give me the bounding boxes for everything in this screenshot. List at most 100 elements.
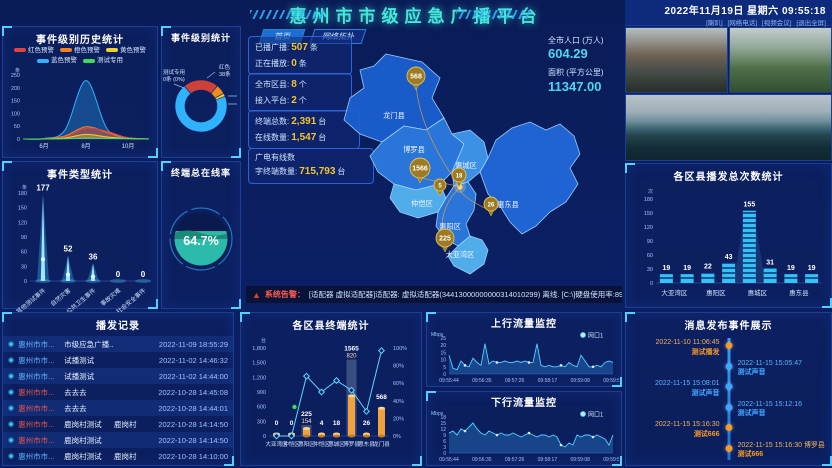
timeline-event-label: 测试播发 <box>691 348 720 356</box>
timeline-event-time: 2022-11-15 15:08:01 <box>655 380 720 387</box>
svg-text:19: 19 <box>808 265 816 272</box>
svg-text:仲恺区: 仲恺区 <box>411 199 433 208</box>
svg-text:0: 0 <box>275 420 279 427</box>
map-marker[interactable]: 225 <box>435 228 455 253</box>
downlink-traffic-chart: 0 3 6 9 12 15 18 Mbps 网口1 09:55:44 09:56:35 09:57:2… <box>427 409 621 468</box>
record-row[interactable]: ◉ 惠州市市... 鹿岗村测试 鹿岗村 2022-10-28 14:14:50 <box>3 416 233 432</box>
svg-text:18: 18 <box>333 420 341 427</box>
link-network-phone[interactable]: [网络电话] <box>727 20 758 27</box>
broadcast-counts-chart: 0 30 60 90 120 150 180 次 19 19 22 43 155 31 19 19 大亚湾区 惠阳… <box>626 183 831 311</box>
record-row[interactable]: ◉ 惠州市市... 去去去 2022-10-28 14:45:08 <box>3 384 233 400</box>
svg-text:09:58:17: 09:58:17 <box>538 378 558 384</box>
record-time: 2022-11-09 18:55:29 <box>158 339 228 349</box>
svg-text:条: 条 <box>15 67 20 74</box>
svg-text:177: 177 <box>36 183 50 192</box>
map-marker[interactable]: 568 <box>406 66 426 91</box>
alert-label: 系统告警： <box>264 290 305 299</box>
svg-text:0%: 0% <box>393 434 401 440</box>
record-source: 惠州市市... <box>18 355 55 365</box>
svg-text:红色: 红色 <box>219 63 231 71</box>
legend-marker <box>106 48 118 53</box>
svg-text:6月: 6月 <box>39 143 48 150</box>
svg-text:惠阳区: 惠阳区 <box>706 288 726 297</box>
record-source: 惠州市市... <box>18 403 55 413</box>
timeline-event: 2022-11-10 11:06:45 测试播发 <box>626 338 720 358</box>
svg-text:5: 5 <box>443 365 446 371</box>
svg-text:22: 22 <box>704 264 712 271</box>
message-timeline: 2022-11-10 11:06:45 测试播发 2022-11-15 15:05:… <box>626 334 831 466</box>
svg-text:5: 5 <box>438 183 442 189</box>
legend-label: 橙色预警 <box>74 47 100 54</box>
legend-item[interactable]: 红色预警 <box>14 46 54 56</box>
svg-text:52: 52 <box>64 245 73 254</box>
panel-title: 事件级别统计 <box>170 33 231 43</box>
record-content: 鹿岗村测试 <box>64 419 102 429</box>
panel-event-type: 事件类型统计 0 30 60 90 120 150 180 条 177 其他测试事件 52 自然灾害 3… <box>2 161 158 313</box>
panel-broadcast-counts: 各区县播发总次数统计 0 30 60 90 120 150 180 次 19 19 22 43 155 3… <box>625 163 832 308</box>
svg-text:31: 31 <box>766 260 774 267</box>
event-level-donut-chart: 测试专用 0条 (0%) 红色 38条 <box>162 44 240 156</box>
svg-text:300: 300 <box>257 419 266 425</box>
record-row[interactable]: ◉ 惠州市市... 市级应急广播... 2022-11-09 18:55:29 <box>3 336 233 352</box>
clock: 2022年11月19日 星期六 09:55:18 <box>664 6 826 17</box>
svg-text:09:59:59: 09:59:59 <box>603 457 619 463</box>
camera-feed-2[interactable] <box>729 27 832 93</box>
legend-marker <box>14 48 26 53</box>
stat-broadcast: 已播广播: 507 条 正在播放: 0 条 <box>248 36 352 75</box>
svg-text:3: 3 <box>443 445 446 451</box>
record-source: 惠州市市... <box>18 435 55 445</box>
link-video-conference[interactable]: [视频会议] <box>761 20 792 27</box>
record-source: 惠州市市... <box>18 451 55 461</box>
svg-text:其他测试事件: 其他测试事件 <box>15 286 48 313</box>
svg-text:0: 0 <box>24 279 27 285</box>
svg-text:9: 9 <box>443 433 446 439</box>
camera-feed-1[interactable] <box>625 27 728 93</box>
datetime-bar: 2022年11月19日 星期六 09:55:18 [喇叭] [网络电话] [视频… <box>625 0 832 27</box>
record-row[interactable]: ◉ 惠州市市... 鹿岗村测试 鹿岗村 2022-10-28 14:10:00 <box>3 448 233 464</box>
map-district[interactable] <box>447 235 489 275</box>
svg-text:1,200: 1,200 <box>252 375 266 381</box>
record-row[interactable]: ◉ 惠州市市... 去去去 2022-10-28 14:44:01 <box>3 400 233 416</box>
svg-text:80%: 80% <box>393 364 404 370</box>
record-row[interactable]: ◉ 惠州市市... 试播测试 2022-11-02 14:46:32 <box>3 352 233 368</box>
map-district[interactable] <box>479 121 581 235</box>
link-speaker[interactable]: [喇叭] <box>706 20 723 27</box>
map-marker[interactable]: 18 <box>451 167 467 188</box>
legend-item[interactable]: 蓝色预警 <box>37 56 77 66</box>
link-exit-fullscreen[interactable]: [退出全屏] <box>796 20 826 27</box>
legend-label: 黄色预警 <box>120 47 146 54</box>
legend-item[interactable]: 测试专用 <box>83 56 123 66</box>
record-row[interactable]: ◉ 惠州市市... 鹿岗村测试 2022-10-28 14:14:50 <box>3 432 233 448</box>
camera-feed-panorama[interactable] <box>625 94 832 161</box>
svg-text:18: 18 <box>440 415 446 421</box>
record-time: 2022-10-28 14:44:01 <box>158 403 228 413</box>
record-dot-icon: ◉ <box>8 373 15 380</box>
svg-text:惠城区: 惠城区 <box>748 288 768 297</box>
svg-text:0: 0 <box>650 281 653 287</box>
panel-title: 消息发布事件展示 <box>684 321 773 332</box>
svg-text:09:57:26: 09:57:26 <box>505 457 525 463</box>
record-row[interactable]: ◉ 惠州市市... 试播测试 2022-11-02 14:44:00 <box>3 368 233 384</box>
legend-item[interactable]: 黄色预警 <box>106 46 146 56</box>
area-label: 面积 (平方公里) <box>548 68 604 78</box>
svg-text:180: 180 <box>18 191 27 197</box>
panel-district-terminals: 各区县终端统计 0 300 600 900 1,200 1,500 1,800 0% 20% 40… <box>240 312 422 466</box>
svg-text:09:56:35: 09:56:35 <box>472 378 492 384</box>
legend-item[interactable]: 橙色预警 <box>60 46 100 56</box>
svg-text:网口1: 网口1 <box>588 412 604 419</box>
map-marker[interactable]: 26 <box>483 196 499 217</box>
record-content: 去去去 <box>64 387 87 397</box>
map-marker[interactable]: 1566 <box>409 157 431 184</box>
legend-label: 蓝色预警 <box>51 57 77 65</box>
svg-text:惠东县: 惠东县 <box>789 288 809 297</box>
timeline-dot <box>725 383 732 390</box>
svg-text:100: 100 <box>11 111 20 117</box>
svg-text:600: 600 <box>257 405 266 411</box>
huizhou-map[interactable]: 龙门县 博罗县 惠城区 仲恺区 惠阳区 惠东县 大亚湾区 568 1566 18 5 26 225 <box>244 26 622 284</box>
map-marker[interactable]: 5 <box>433 178 447 197</box>
svg-text:900: 900 <box>257 390 266 396</box>
svg-text:200: 200 <box>11 86 20 92</box>
